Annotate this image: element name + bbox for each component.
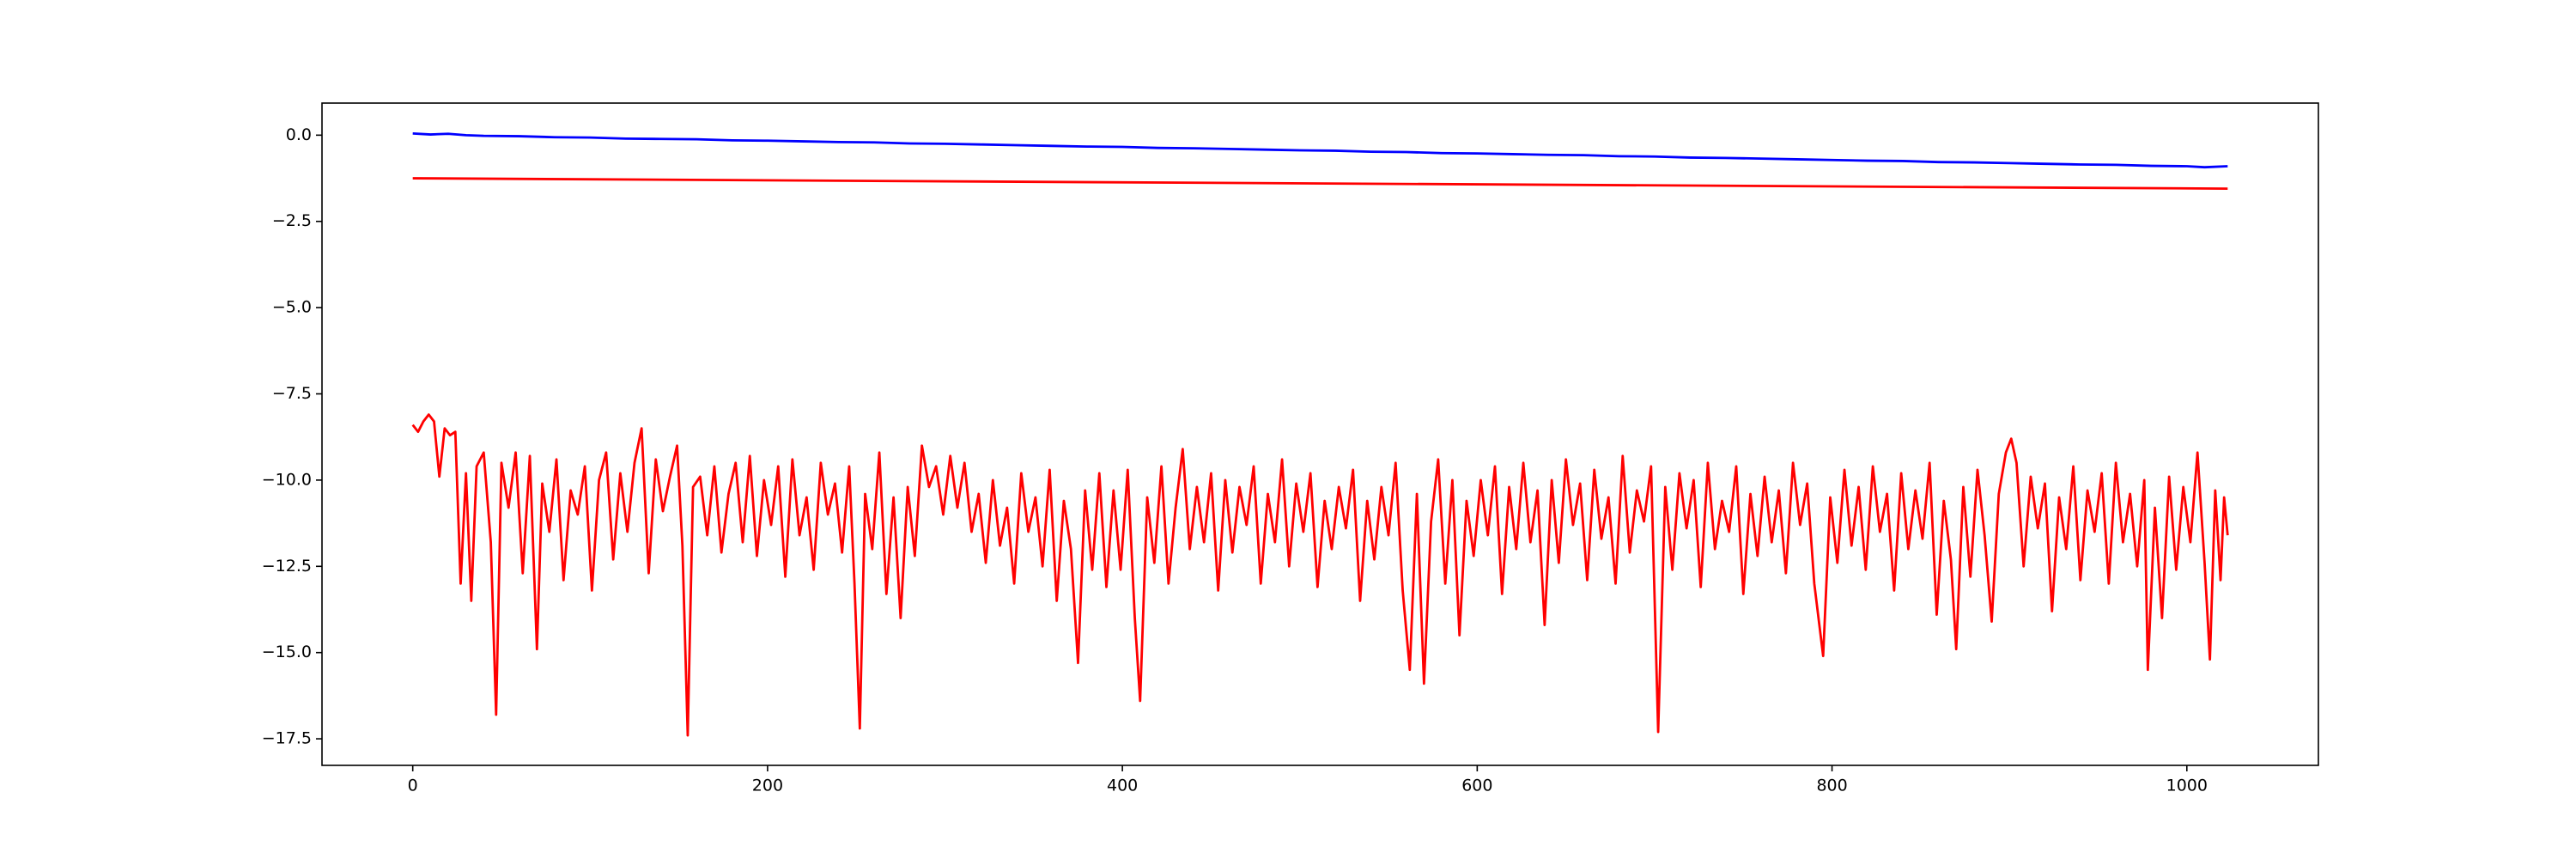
y-tick-label: −12.5 <box>262 557 312 576</box>
axes-frame <box>321 102 2319 766</box>
x-tick-label: 600 <box>1461 777 1492 795</box>
y-tick-label: 0.0 <box>286 125 312 144</box>
plot-area <box>411 131 2229 737</box>
data-line <box>412 131 2228 169</box>
y-tick-label: −2.5 <box>272 211 312 230</box>
x-tick-label: 400 <box>1107 777 1138 795</box>
x-tick-label: 0 <box>408 777 418 795</box>
x-tick-label: 1000 <box>2166 777 2208 795</box>
y-tick-label: −15.0 <box>262 643 312 661</box>
data-line <box>412 177 2228 190</box>
x-tick-label: 800 <box>1816 777 1847 795</box>
y-tick-label: −7.5 <box>272 384 312 403</box>
y-tick-label: −17.5 <box>262 729 312 748</box>
data-line <box>411 413 2229 737</box>
y-tick-label: −5.0 <box>272 298 312 317</box>
x-tick-label: 200 <box>752 777 783 795</box>
y-tick-label: −10.0 <box>262 470 312 489</box>
